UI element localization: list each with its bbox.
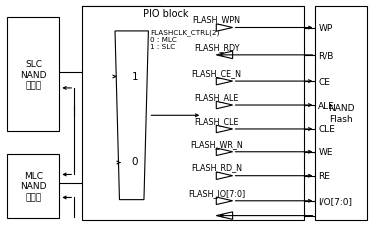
Polygon shape (216, 78, 233, 85)
Text: RE: RE (318, 171, 330, 180)
Bar (315, 7, 367, 220)
Polygon shape (216, 102, 233, 109)
Text: I/O[7:0]: I/O[7:0] (318, 196, 352, 205)
Text: WP: WP (318, 24, 332, 33)
Text: NAND
Flash: NAND Flash (328, 104, 355, 123)
Text: CLE: CLE (318, 125, 335, 134)
Text: PIO block: PIO block (144, 9, 189, 19)
Polygon shape (216, 25, 233, 32)
Text: SLC
NAND
控制器: SLC NAND 控制器 (20, 60, 47, 90)
Text: FLASH_CE_N: FLASH_CE_N (192, 69, 242, 78)
Polygon shape (216, 148, 233, 156)
Text: CE: CE (318, 77, 330, 86)
Text: WE: WE (318, 148, 333, 157)
Polygon shape (216, 212, 233, 219)
Text: ALE: ALE (318, 101, 335, 110)
Text: FLASHCLK_CTRL(2)
0 : MLC
1 : SLC: FLASHCLK_CTRL(2) 0 : MLC 1 : SLC (150, 30, 220, 50)
Text: MLC
NAND
控制器: MLC NAND 控制器 (20, 171, 47, 201)
Text: FLASH_ALE: FLASH_ALE (194, 93, 239, 101)
Polygon shape (216, 52, 233, 59)
Polygon shape (216, 126, 233, 133)
Polygon shape (216, 197, 233, 205)
Polygon shape (216, 172, 233, 180)
Text: FLASH_WR_N: FLASH_WR_N (190, 139, 243, 148)
Text: 0: 0 (132, 156, 138, 166)
Bar (82, 7, 304, 220)
Text: FLASH_CLE: FLASH_CLE (194, 116, 239, 125)
Text: FLASH_RDY: FLASH_RDY (194, 43, 239, 52)
Text: FLASH_WPN: FLASH_WPN (193, 15, 241, 24)
Text: 1: 1 (132, 72, 138, 82)
Text: R/B: R/B (318, 51, 334, 60)
Text: FLASH_RD_N: FLASH_RD_N (191, 163, 242, 172)
Text: FLASH_IO[7:0]: FLASH_IO[7:0] (188, 188, 245, 197)
Polygon shape (115, 32, 148, 200)
Bar (7, 18, 59, 132)
Bar (7, 154, 59, 218)
